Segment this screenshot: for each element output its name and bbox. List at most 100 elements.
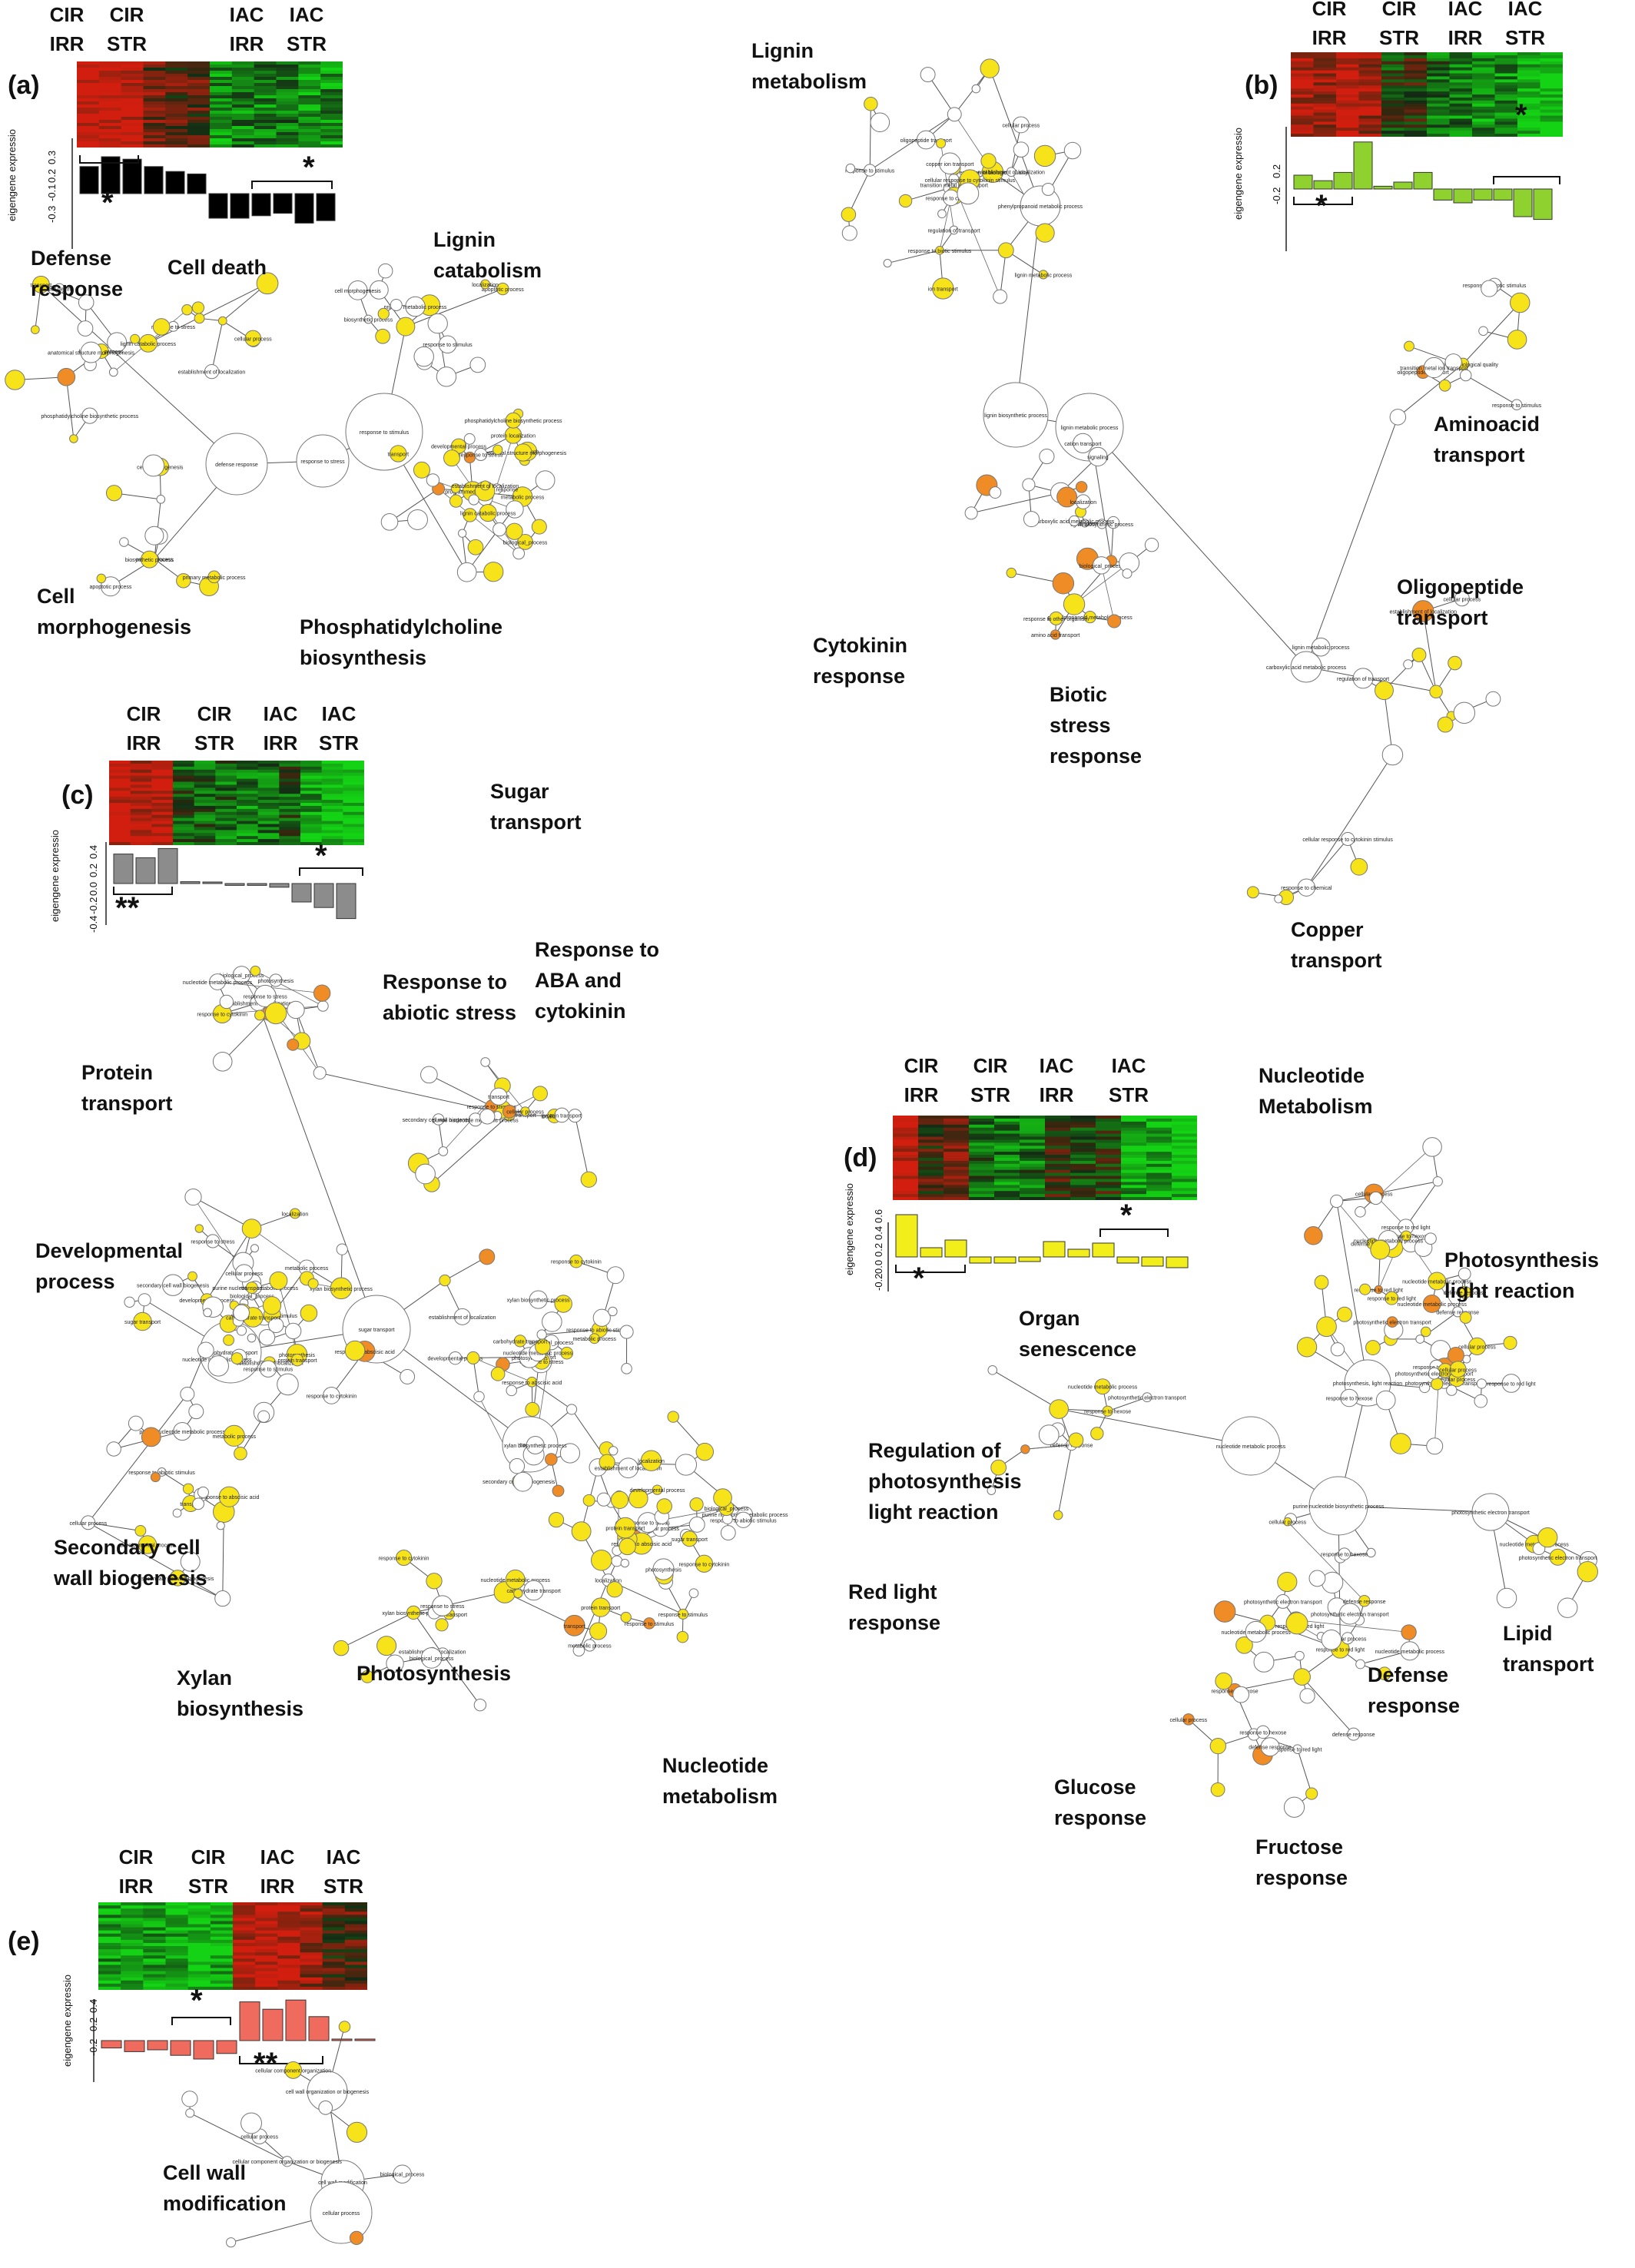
heatmap-cell [1472,91,1495,95]
go-term-node-d [987,1365,998,1375]
heatmap-cell [298,104,321,108]
heatmap-cell [322,1930,346,1935]
go-term-node-a [107,332,128,353]
annotation-response-abiotic-stress: Response to abiotic stress [383,970,517,1024]
heatmap-cell [98,111,122,114]
heatmap-cell [98,1908,121,1912]
heatmap-cell [276,138,299,142]
heatmap-cell [300,1924,323,1928]
eigengene-bar-b [1393,181,1413,190]
heatmap-cell [918,1149,944,1152]
heatmap-cell [279,808,301,813]
heatmap-cell [109,842,131,846]
heatmap-cell [1146,1142,1172,1146]
go-term-node-b [1478,326,1488,337]
heatmap-cell [320,68,343,71]
heatmap-cell [121,1949,144,1953]
heatmap-cell [1096,1139,1122,1143]
heatmap-cell [210,1902,234,1906]
go-term-node-a [217,316,227,326]
go-term-label-c: developmental process [120,1543,175,1548]
heatmap-cell [1381,76,1405,80]
heatmap-cell [173,814,195,819]
heatmap-cell [344,1927,368,1931]
go-term-node-c [676,1630,689,1643]
go-term-node-a [450,483,461,493]
condition-cir-irr-e: CIR IRR [118,1845,154,1898]
annotation-red-light-response: Red light response [848,1580,941,1634]
heatmap-cell [210,1949,234,1953]
annotation-defense-response-a: Defense response [31,247,124,300]
heatmap-cell [277,1924,300,1928]
heatmap-cell [130,803,152,807]
heatmap-cell [320,92,343,96]
go-term-node-c [667,1411,679,1423]
heatmap-svg-b [1291,52,1564,138]
heatmap-cell [1427,61,1450,65]
heatmap-cell [187,1905,211,1909]
go-term-label-c: biological_process [230,1295,274,1300]
go-term-label-d: photosynthetic electron transport [1519,1556,1597,1561]
heatmap-cell [298,108,321,111]
heatmap-cell [300,1930,323,1935]
heatmap-cell [918,1136,944,1140]
heatmap-cell [255,1977,278,1981]
go-term-label-a: lignin catabolic process [121,342,177,347]
go-term-label-c: response to abscisic acid [612,1542,672,1547]
heatmap-cell [257,761,280,764]
heatmap-cell [1146,1182,1172,1185]
heatmap-cell [300,1918,323,1922]
heatmap-cell [130,814,152,819]
heatmap-cell [143,1905,166,1909]
heatmap-cell [165,1918,189,1922]
heatmap-cell [98,138,122,142]
heatmap-cell [121,74,144,78]
heatmap-cell [1070,1182,1096,1185]
graph-edge-d [1375,1146,1433,1199]
heatmap-cell [109,769,131,774]
heatmap-cell [151,808,174,813]
heatmap-cell [1494,128,1518,131]
heatmap-cell [187,135,211,139]
heatmap-cell [130,839,152,843]
heatmap-cell [1427,70,1450,74]
go-term-node-b [1075,481,1088,493]
go-term-node-c [219,994,234,1010]
heatmap-cell [187,95,211,99]
heatmap-cell [300,1905,323,1909]
eigengene-bar-a [251,193,271,217]
significance-star-b-right: * [1515,98,1527,132]
go-term-node-b [1063,593,1086,615]
eigengene-bar-b [1513,188,1533,217]
go-term-label-a: transport [31,283,52,288]
heatmap-cell [121,108,144,111]
heatmap-cell [1494,134,1518,138]
go-term-label-c: response to stress [191,1239,235,1245]
heatmap-cell [173,788,195,791]
heatmap-cell [1045,1179,1071,1182]
heatmap-cell [893,1175,919,1179]
condition-iac-str-b: IAC STR [1505,0,1545,49]
go-term-node-c [559,1443,581,1464]
heatmap-cell [210,92,233,96]
heatmap-cell [1172,1188,1198,1192]
graph-edge-b [953,184,1000,297]
heatmap-cell [194,824,216,827]
go-term-label-c: localization [595,1579,622,1584]
go-term-node-a [436,366,457,387]
heatmap-cell [1449,55,1473,59]
heatmap-cell [143,1983,166,1988]
heatmap-cell [215,824,237,827]
heatmap-cell [121,1924,144,1928]
heatmap-cell [276,95,299,99]
heatmap-cell [215,803,237,807]
go-term-node-c [677,1608,689,1620]
y-tick-b-1: -0.2 [1271,187,1282,204]
heatmap-cell [1020,1160,1046,1165]
heatmap-cell [1121,1142,1147,1146]
heatmap-cell [1291,58,1314,62]
heatmap-cell [1494,100,1518,104]
heatmap-cell [300,1946,323,1950]
heatmap-cell [1096,1158,1122,1162]
heatmap-cell [143,92,166,96]
